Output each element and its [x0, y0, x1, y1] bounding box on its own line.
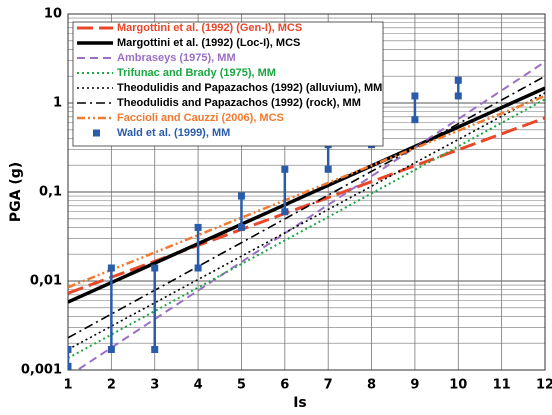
- x-tick-label: 1: [63, 378, 72, 393]
- marker: [281, 165, 289, 173]
- marker: [454, 92, 462, 100]
- marker: [237, 192, 245, 200]
- marker: [411, 116, 419, 124]
- y-axis-label: PGA (g): [8, 162, 24, 222]
- x-tick-label: 4: [194, 378, 203, 393]
- y-tick-label: 0,01: [30, 274, 62, 289]
- x-tick-label: 9: [410, 378, 419, 393]
- series-line: [68, 75, 545, 339]
- y-tick-label: 0,001: [21, 363, 62, 378]
- series-line: [68, 116, 545, 295]
- marker: [194, 264, 202, 272]
- x-tick-label: 12: [536, 378, 552, 393]
- legend-label: Theodulidis and Papazachos (1992) (rock)…: [117, 97, 361, 109]
- marker: [68, 362, 72, 370]
- y-tick-label: 1: [53, 96, 62, 111]
- x-tick-label: 7: [324, 378, 333, 393]
- legend-label: Wald et al. (1999), MM: [117, 127, 230, 139]
- marker: [107, 345, 115, 353]
- x-tick-label: 6: [280, 378, 289, 393]
- legend-label: Trifunac and Brady (1975), MM: [117, 67, 276, 79]
- marker: [237, 223, 245, 231]
- x-tick-label: 11: [493, 378, 511, 393]
- marker: [151, 264, 159, 272]
- legend-label: Theodulidis and Papazachos (1992) (alluv…: [117, 82, 382, 94]
- x-tick-label: 3: [150, 378, 159, 393]
- marker: [454, 76, 462, 84]
- x-axis-label: Is: [293, 395, 307, 411]
- legend-label: Margottini et al. (1992) (Loc-I), MCS: [117, 37, 300, 49]
- series-line: [68, 98, 545, 359]
- marker: [68, 345, 72, 353]
- x-tick-label: 5: [237, 378, 246, 393]
- x-tick-label: 8: [367, 378, 376, 393]
- plot-area: [68, 61, 545, 370]
- marker: [151, 345, 159, 353]
- series-line: [75, 61, 545, 370]
- series-line: [68, 92, 545, 351]
- x-tick-label: 10: [449, 378, 467, 393]
- legend-marker: [93, 129, 100, 137]
- marker: [107, 264, 115, 272]
- series-line: [68, 86, 545, 304]
- marker: [281, 208, 289, 216]
- marker: [194, 223, 202, 231]
- legend-label: Margottini et al. (1992) (Gen-I), MCS: [117, 22, 302, 34]
- marker: [411, 92, 419, 100]
- y-tick-label: 10: [44, 7, 62, 22]
- series-line: [68, 94, 545, 289]
- legend-label: Faccioli and Cauzzi (2006), MCS: [117, 112, 284, 124]
- y-tick-label: 0,1: [39, 185, 62, 200]
- x-tick-label: 2: [107, 378, 116, 393]
- plot-frame: [67, 13, 546, 371]
- legend-label: Ambraseys (1975), MM: [117, 52, 236, 64]
- marker: [324, 165, 332, 173]
- legend-box: [72, 21, 384, 147]
